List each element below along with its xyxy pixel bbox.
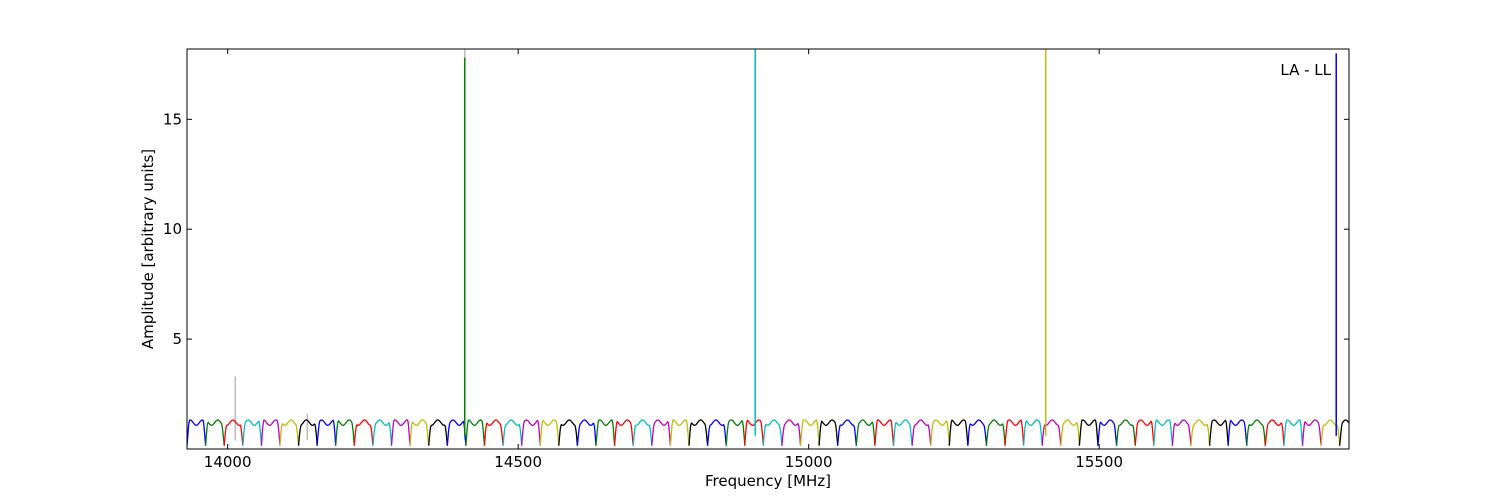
channel-series-51 xyxy=(1134,419,1155,446)
channel-series-36 xyxy=(855,419,876,446)
channel-series-62 xyxy=(1339,419,1349,446)
channel-series-17 xyxy=(502,419,523,446)
channel-series-9 xyxy=(353,419,374,446)
channel-series-13 xyxy=(428,419,448,446)
channel-series-43 xyxy=(985,419,1006,446)
channel-series-32 xyxy=(781,419,802,446)
channel-series-25 xyxy=(651,419,672,446)
baseline-annotation: LA - LL xyxy=(1280,61,1331,79)
channel-series-52 xyxy=(1153,419,1174,446)
channel-series-49 xyxy=(1097,419,1118,446)
channel-series-26 xyxy=(669,419,690,446)
channel-series-22 xyxy=(595,419,616,446)
channel-series-38 xyxy=(892,419,913,446)
channel-series-8 xyxy=(335,419,355,446)
channel-series-20 xyxy=(558,419,579,446)
channel-series-6 xyxy=(297,419,318,446)
channel-series-50 xyxy=(1115,419,1136,446)
channel-series-34 xyxy=(818,419,839,446)
plot-area xyxy=(187,49,1349,446)
channel-series-53 xyxy=(1171,419,1192,446)
channel-series-27 xyxy=(688,419,709,446)
channel-series-54 xyxy=(1190,419,1211,446)
y-tick-label: 5 xyxy=(172,330,182,348)
channel-series-5 xyxy=(279,419,300,446)
channel-series-55 xyxy=(1208,419,1229,446)
channel-series-24 xyxy=(632,419,653,446)
x-tick-label: 15000 xyxy=(785,453,833,471)
channel-series-14 xyxy=(446,419,467,446)
channel-series-4 xyxy=(260,419,281,446)
channel-series-11 xyxy=(390,419,411,446)
channel-series-15 xyxy=(465,419,486,446)
channel-series-16 xyxy=(483,419,504,446)
channel-series-47 xyxy=(1060,419,1081,446)
y-tick-label: 10 xyxy=(163,220,182,238)
channel-series-2 xyxy=(223,419,244,446)
x-tick-label: 14500 xyxy=(494,453,542,471)
channel-series-59 xyxy=(1283,419,1304,446)
channel-series-12 xyxy=(409,419,430,446)
x-axis-label: Frequency [MHz] xyxy=(705,472,831,490)
channel-series-29 xyxy=(725,419,746,446)
x-axis: 14000 14500 15000 15500 xyxy=(204,49,1123,471)
channel-series-60 xyxy=(1301,419,1322,446)
channel-series-40 xyxy=(930,419,950,446)
channel-series-7 xyxy=(316,419,337,446)
channel-series-58 xyxy=(1264,419,1285,446)
channel-series-31 xyxy=(762,419,783,446)
channel-series-48 xyxy=(1078,419,1099,446)
channel-series-37 xyxy=(874,419,895,446)
y-axis-label: Amplitude [arbitrary units] xyxy=(139,149,157,349)
x-tick-label: 15500 xyxy=(1075,453,1123,471)
channel-series-21 xyxy=(576,419,597,446)
channel-series-42 xyxy=(967,419,988,446)
channel-series-56 xyxy=(1227,419,1248,446)
channel-series-23 xyxy=(613,419,634,446)
channel-series-57 xyxy=(1246,419,1266,446)
plot-frame xyxy=(186,48,1350,450)
x-tick-label: 14000 xyxy=(204,453,252,471)
channel-series-0 xyxy=(187,419,207,446)
channel-series-30 xyxy=(744,419,765,446)
channel-series-3 xyxy=(242,419,263,446)
channel-series-41 xyxy=(948,419,969,446)
channel-series-35 xyxy=(837,419,857,446)
channel-series-10 xyxy=(372,419,393,446)
channel-series-45 xyxy=(1022,419,1043,446)
y-tick-label: 15 xyxy=(163,110,182,128)
channel-series-18 xyxy=(521,419,541,446)
channel-series-28 xyxy=(706,419,727,446)
channel-series-44 xyxy=(1004,419,1025,446)
channel-series-19 xyxy=(539,419,560,446)
channel-series-33 xyxy=(799,419,820,446)
y-axis: 5 10 15 xyxy=(163,110,1349,348)
channel-series-39 xyxy=(911,419,932,446)
channel-series-1 xyxy=(204,419,225,446)
